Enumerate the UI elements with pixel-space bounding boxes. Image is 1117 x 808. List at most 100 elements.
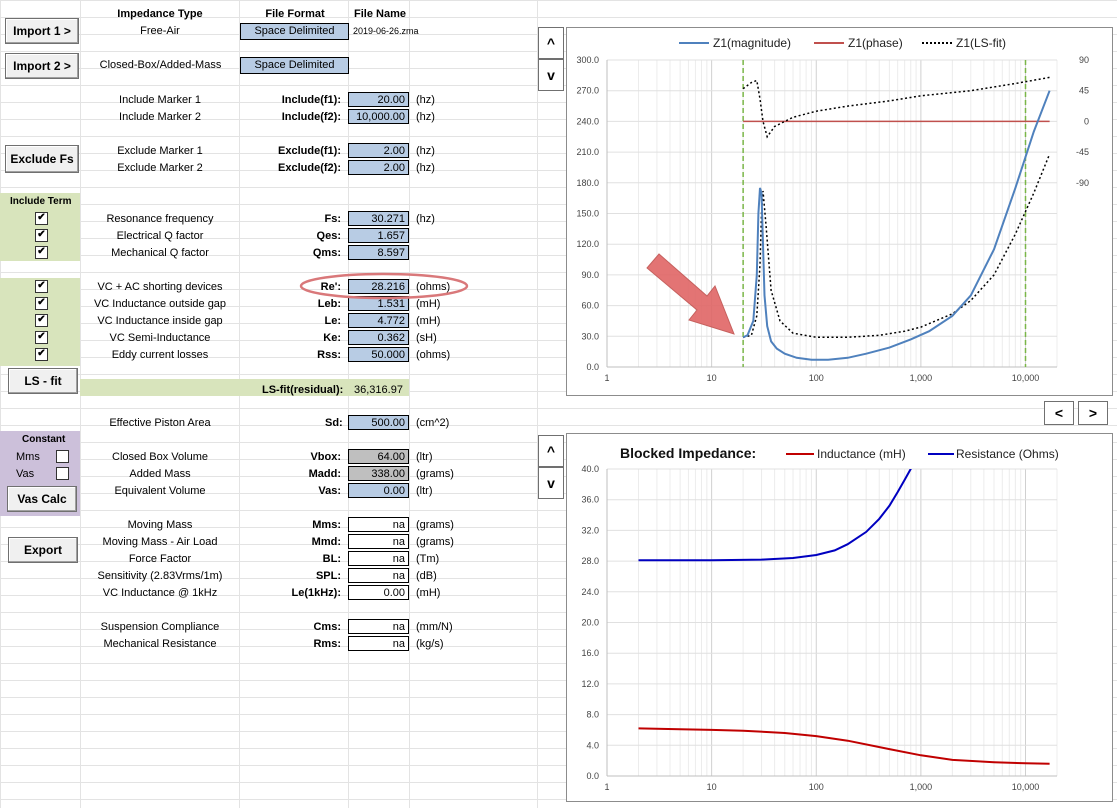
param-value[interactable]: na <box>348 534 409 549</box>
param-unit: (mH) <box>416 298 441 310</box>
residual-row <box>80 379 409 396</box>
param-unit: (grams) <box>416 519 454 531</box>
export-button[interactable]: Export <box>8 537 78 563</box>
ls-fit-button[interactable]: LS - fit <box>8 368 78 394</box>
y-tick-label: 40.0 <box>581 464 599 474</box>
include-term-checkbox[interactable]: ✔ <box>35 246 48 259</box>
red-arrow-shape <box>646 253 735 335</box>
param-value[interactable]: 1.531 <box>348 296 409 311</box>
y-tick-label: 300.0 <box>576 55 599 65</box>
legend-label: Z1(phase) <box>848 36 903 50</box>
param-value[interactable]: 0.00 <box>348 585 409 600</box>
chart1-scroll-down-button[interactable]: v <box>538 59 564 91</box>
param-label: Exclude Marker 2 <box>117 162 203 174</box>
include-term-checkbox[interactable]: ✔ <box>35 331 48 344</box>
param-key: Madd: <box>308 468 341 480</box>
param-key: Leb: <box>317 298 341 310</box>
y-tick-label: 16.0 <box>581 648 599 658</box>
param-label: Include Marker 2 <box>119 111 201 123</box>
param-key: Include(f1): <box>281 94 341 106</box>
piston-label: Effective Piston Area <box>109 417 211 429</box>
red-arrow-annotation <box>646 253 735 335</box>
y-tick-label: 8.0 <box>586 710 599 720</box>
exclude-fs-button[interactable]: Exclude Fs <box>5 145 79 173</box>
param-key: Exclude(f2): <box>278 162 341 174</box>
param-value[interactable]: 1.657 <box>348 228 409 243</box>
param-value[interactable]: na <box>348 551 409 566</box>
param-unit: (hz) <box>416 111 435 123</box>
chart1-scroll-up-button[interactable]: ^ <box>538 27 564 59</box>
param-label: VC Inductance outside gap <box>93 298 227 310</box>
y-tick-label: 240.0 <box>576 116 599 126</box>
param-value[interactable]: na <box>348 517 409 532</box>
param-value[interactable]: na <box>348 568 409 583</box>
include-term-checkbox[interactable]: ✔ <box>35 280 48 293</box>
residual-value: 36,316.97 <box>354 384 403 396</box>
next-button[interactable]: > <box>1078 401 1108 425</box>
param-value[interactable]: 64.00 <box>348 449 409 464</box>
import-2-button[interactable]: Import 2 > <box>5 53 79 79</box>
vas-calc-button[interactable]: Vas Calc <box>7 486 77 512</box>
param-label: Resonance frequency <box>106 213 214 225</box>
include-term-checkbox[interactable]: ✔ <box>35 348 48 361</box>
param-key: Ke: <box>323 332 341 344</box>
param-value[interactable]: 8.597 <box>348 245 409 260</box>
piston-value[interactable]: 500.00 <box>348 415 409 430</box>
param-value[interactable]: 20.00 <box>348 92 409 107</box>
param-key: Qes: <box>316 230 341 242</box>
x-tick-label: 100 <box>809 373 824 383</box>
include-term-checkbox[interactable]: ✔ <box>35 229 48 242</box>
param-key: Cms: <box>313 621 341 633</box>
magnitude-series-line <box>742 90 1051 361</box>
include-term-checkbox[interactable]: ✔ <box>35 314 48 327</box>
mms-constant-checkbox[interactable] <box>56 450 69 463</box>
param-value[interactable]: na <box>348 619 409 634</box>
param-key: BL: <box>322 553 341 565</box>
param-value[interactable]: na <box>348 636 409 651</box>
legend-label: Z1(LS-fit) <box>956 36 1006 50</box>
param-label: VC Inductance inside gap <box>97 315 223 327</box>
param-value[interactable]: 10,000.00 <box>348 109 409 124</box>
param-value[interactable]: 4.772 <box>348 313 409 328</box>
chart2-title: Blocked Impedance: <box>620 445 756 461</box>
chart2-scroll-up-button[interactable]: ^ <box>538 435 564 467</box>
param-value[interactable]: 0.362 <box>348 330 409 345</box>
param-key: Fs: <box>324 213 342 225</box>
param-label: Closed Box Volume <box>112 451 208 463</box>
import-1-button[interactable]: Import 1 > <box>5 18 79 44</box>
y-tick-label: 0.0 <box>586 362 599 372</box>
include-term-checkbox[interactable]: ✔ <box>35 212 48 225</box>
param-unit: (mH) <box>416 315 441 327</box>
y2-tick-label: 45 <box>1079 86 1089 96</box>
y-tick-label: 30.0 <box>581 331 599 341</box>
param-unit: (hz) <box>416 162 435 174</box>
blocked-impedance-chart-svg: 0.0 4.0 8.0 12.0 16.0 20.0 24.0 28.0 32.0 36.0 40.… <box>581 445 1059 792</box>
param-value[interactable]: 28.216 <box>348 279 409 294</box>
inductance-series-line <box>638 727 1050 765</box>
import-2-format-select[interactable]: Space Delimited <box>240 57 349 74</box>
param-value[interactable]: 50.000 <box>348 347 409 362</box>
x-tick-label: 1 <box>604 373 609 383</box>
include-term-checkbox[interactable]: ✔ <box>35 297 48 310</box>
param-label: VC Inductance @ 1kHz <box>102 587 218 599</box>
vas-constant-label: Vas <box>16 468 35 480</box>
x-tick-label: 1,000 <box>910 373 933 383</box>
param-label: Moving Mass <box>127 519 193 531</box>
param-value[interactable]: 30.271 <box>348 211 409 226</box>
impedance-chart-svg: 0.0 30.0 60.0 90.0 120.0 150.0 180.0 210.0 240.0… <box>576 36 1089 383</box>
import-1-format-select[interactable]: Space Delimited <box>240 23 349 40</box>
param-value[interactable]: 338.00 <box>348 466 409 481</box>
param-value[interactable]: 0.00 <box>348 483 409 498</box>
vas-constant-checkbox[interactable] <box>56 467 69 480</box>
constant-title: Constant <box>22 434 66 445</box>
chart2-scroll-down-button[interactable]: v <box>538 467 564 499</box>
param-label: VC Semi-Inductance <box>109 332 211 344</box>
param-key: Re': <box>320 281 341 293</box>
param-unit: (hz) <box>416 213 435 225</box>
param-key: Qms: <box>312 247 341 259</box>
prev-button[interactable]: < <box>1044 401 1074 425</box>
legend-label: Resistance (Ohms) <box>956 447 1059 461</box>
param-value[interactable]: 2.00 <box>348 160 409 175</box>
param-value[interactable]: 2.00 <box>348 143 409 158</box>
param-unit: (ltr) <box>416 485 433 497</box>
